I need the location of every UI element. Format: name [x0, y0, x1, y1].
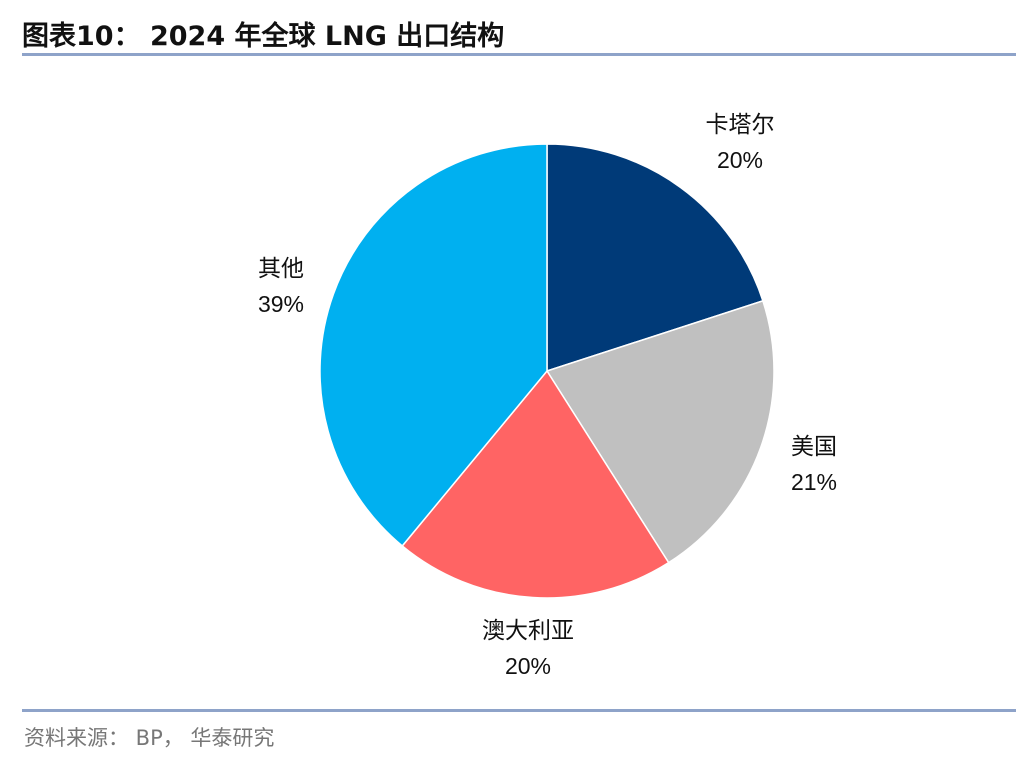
source-divider	[22, 709, 1016, 712]
slice-label-1: 卡塔尔	[706, 112, 775, 138]
pie-slice-1	[546, 143, 764, 373]
slice-label-3: 澳大利亚	[482, 618, 574, 644]
slice-percent-2: 21%	[791, 469, 837, 495]
pie-slice-3	[401, 369, 670, 599]
slice-label-2: 美国	[791, 434, 837, 460]
title-divider	[22, 53, 1016, 56]
slice-percent-4: 39%	[258, 291, 304, 317]
source-note: 资料来源： BP， 华泰研究	[24, 726, 275, 750]
slice-percent-1: 20%	[717, 147, 763, 173]
pie-slice-2	[545, 299, 775, 564]
pie-slice-4	[319, 143, 548, 547]
chart-title: 图表10： 2024 年全球 LNG 出口结构	[22, 21, 505, 52]
slice-percent-3: 20%	[505, 653, 551, 679]
slice-label-4: 其他	[258, 256, 304, 282]
